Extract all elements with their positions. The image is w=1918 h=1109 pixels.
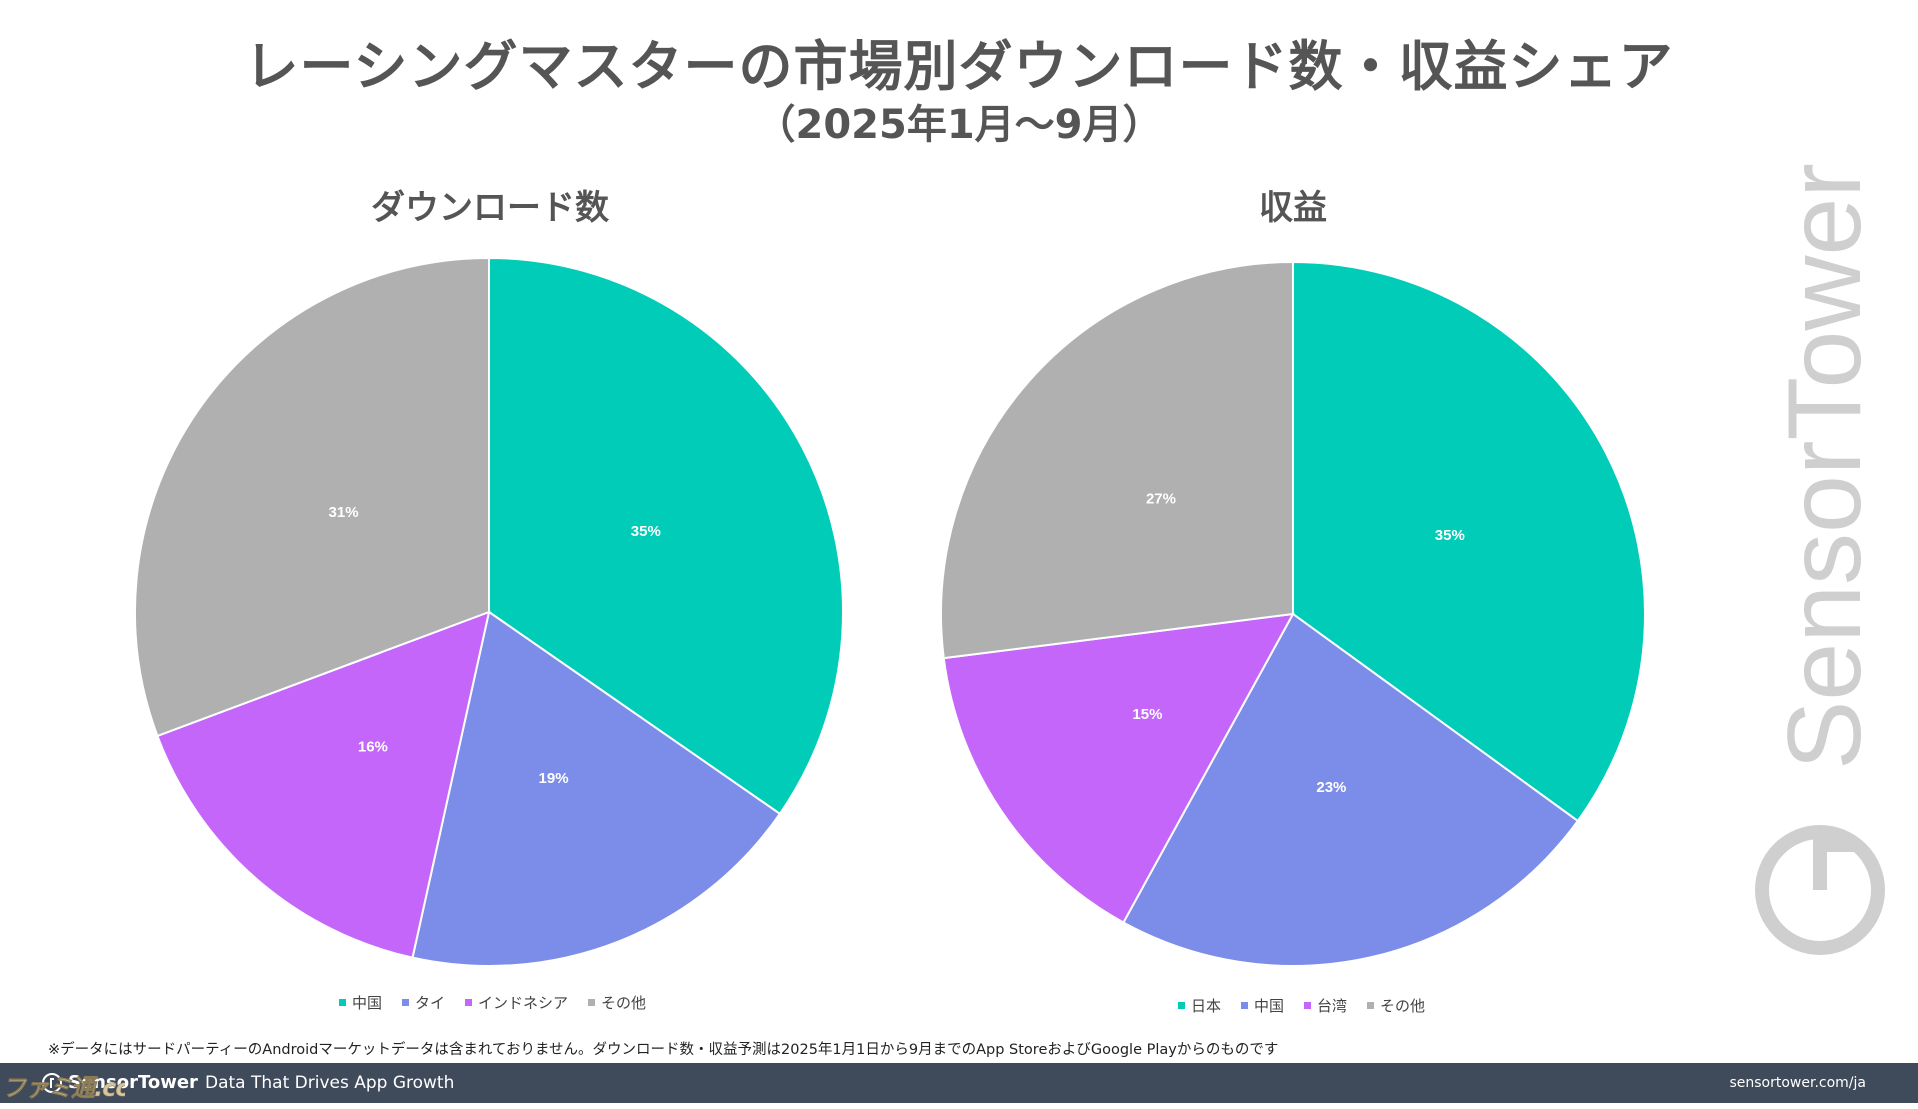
revenue-legend-item: その他 <box>1367 995 1425 1016</box>
revenue-legend-label: 台湾 <box>1317 997 1348 1015</box>
revenue-legend-item: 中国 <box>1241 995 1284 1016</box>
sensortower-logo-icon <box>42 1072 62 1093</box>
footer-tagline: Data That Drives App Growth <box>205 1073 455 1093</box>
revenue-chart-title: 収益 <box>1259 188 1327 228</box>
footnote: ※データにはサードパーティーのAndroidマーケットデータは含まれておりません… <box>48 1042 1279 1058</box>
downloads-slice-label-2: 16% <box>358 739 388 756</box>
revenue-slice-0 <box>1292 260 1646 823</box>
downloads-legend-label: タイ <box>415 994 446 1012</box>
page-title: レーシングマスターの市場別ダウンロード数・収益シェア <box>244 35 1674 98</box>
watermark-text: SensorTower <box>1767 163 1883 770</box>
revenue-legend-label: 日本 <box>1191 997 1222 1015</box>
legend-swatch-icon <box>465 999 473 1006</box>
revenue-slice-label-1: 23% <box>1316 779 1346 796</box>
downloads-slice-label-1: 19% <box>539 770 569 787</box>
downloads-legend-item: タイ <box>402 992 445 1013</box>
revenue-slice-label-0: 35% <box>1435 527 1465 544</box>
legend-swatch-icon <box>1367 1002 1375 1009</box>
downloads-slice-1 <box>411 610 782 967</box>
footer-brand-label: SensorTower <box>68 1072 198 1093</box>
downloads-slice-label-3: 31% <box>329 504 359 521</box>
svg-text:ファミ通.com: ファミ通.com <box>2 1074 125 1102</box>
downloads-legend-label: 中国 <box>352 994 383 1012</box>
famitsu-logo-image: ファミ通.com <box>2 1074 156 1103</box>
page-subtitle: （2025年1月〜9月） <box>755 102 1163 148</box>
footer-bar: SensorTower Data That Drives App Growth … <box>0 1063 1918 1103</box>
revenue-legend-item: 日本 <box>1178 995 1221 1016</box>
downloads-slice-3 <box>134 256 490 738</box>
legend-swatch-icon <box>1241 1002 1249 1009</box>
legend-swatch-icon <box>339 999 346 1006</box>
sensortower-watermark: SensorTower <box>1755 163 1885 955</box>
downloads-legend-label: その他 <box>601 994 647 1012</box>
legend-swatch-icon <box>402 999 410 1006</box>
revenue-slice-label-3: 27% <box>1146 491 1176 508</box>
downloads-legend-item: その他 <box>588 992 646 1013</box>
revenue-slice-2 <box>942 612 1295 924</box>
revenue-legend-label: 中国 <box>1254 997 1285 1015</box>
legend-swatch-icon <box>1304 1002 1312 1009</box>
revenue-legend-label: その他 <box>1380 997 1426 1015</box>
footer-url-link[interactable]: sensortower.com/ja <box>1729 1075 1866 1091</box>
revenue-legend-item: 台湾 <box>1304 995 1347 1016</box>
downloads-slice-0 <box>488 256 844 816</box>
legend-swatch-icon <box>588 999 596 1006</box>
legend-swatch-icon <box>1178 1002 1185 1009</box>
revenue-slice-label-2: 15% <box>1132 706 1162 723</box>
revenue-slice-3 <box>940 260 1294 660</box>
famitsu-stamp-logo: ファミ通.com <box>0 1070 156 1109</box>
downloads-slice-2 <box>156 610 491 959</box>
downloads-chart-title: ダウンロード数 <box>371 188 609 228</box>
downloads-legend-item: 中国 <box>339 992 382 1013</box>
downloads-legend-label: インドネシア <box>478 994 569 1012</box>
revenue-slice-1 <box>1122 612 1580 967</box>
downloads-legend-item: インドネシア <box>465 992 568 1013</box>
watermark-logo-icon <box>1755 825 1885 955</box>
footer-brand[interactable]: SensorTower <box>42 1072 198 1093</box>
downloads-legend: 中国 タイ インドネシア その他 <box>339 992 666 1013</box>
downloads-slice-label-0: 35% <box>631 523 661 540</box>
revenue-legend: 日本 中国 台湾 その他 <box>1178 995 1445 1016</box>
